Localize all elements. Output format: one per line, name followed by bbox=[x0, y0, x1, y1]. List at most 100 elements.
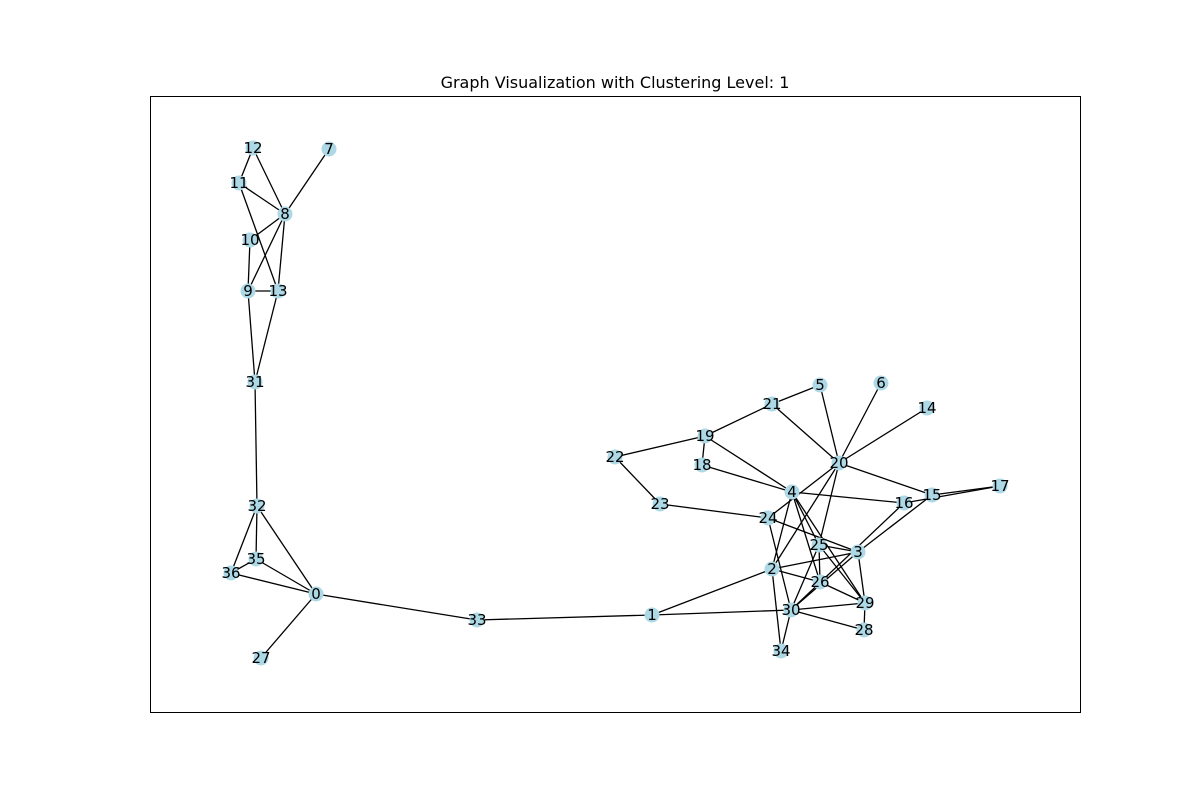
node-marker-27 bbox=[253, 650, 269, 666]
edge-18-4 bbox=[701, 464, 793, 493]
node-26[interactable]: 26 bbox=[810, 573, 829, 591]
node-31[interactable]: 31 bbox=[245, 373, 264, 391]
node-8[interactable]: 8 bbox=[277, 205, 293, 223]
node-23[interactable]: 23 bbox=[650, 495, 669, 513]
edge-32-35 bbox=[255, 505, 258, 560]
edge-9-31 bbox=[247, 290, 256, 383]
node-marker-6 bbox=[873, 375, 889, 391]
edge-36-0 bbox=[230, 572, 317, 595]
node-label-8: 8 bbox=[280, 205, 290, 223]
edge-4-26 bbox=[791, 491, 821, 583]
node-15[interactable]: 15 bbox=[922, 486, 941, 504]
node-14[interactable]: 14 bbox=[917, 399, 936, 417]
node-35[interactable]: 35 bbox=[246, 550, 265, 568]
node-marker-0 bbox=[308, 586, 324, 602]
node-label-24: 24 bbox=[758, 509, 777, 527]
edge-8-9 bbox=[247, 213, 286, 292]
edge-16-30 bbox=[790, 502, 905, 611]
edge-7-8 bbox=[284, 148, 330, 215]
node-label-12: 12 bbox=[243, 139, 262, 157]
node-16[interactable]: 16 bbox=[894, 494, 913, 512]
node-24[interactable]: 24 bbox=[758, 509, 777, 527]
node-3[interactable]: 3 bbox=[850, 543, 866, 561]
edge-32-0 bbox=[256, 505, 317, 595]
node-36[interactable]: 36 bbox=[221, 564, 240, 582]
node-19[interactable]: 19 bbox=[695, 427, 714, 445]
edge-30-29 bbox=[790, 602, 866, 611]
node-label-6: 6 bbox=[876, 374, 886, 392]
node-29[interactable]: 29 bbox=[855, 594, 874, 612]
node-20[interactable]: 20 bbox=[829, 454, 848, 472]
node-30[interactable]: 30 bbox=[781, 601, 800, 619]
edge-4-29 bbox=[791, 491, 866, 604]
node-label-7: 7 bbox=[324, 140, 334, 158]
node-label-9: 9 bbox=[243, 282, 253, 300]
node-label-0: 0 bbox=[311, 585, 321, 603]
edge-35-0 bbox=[255, 558, 317, 595]
node-0[interactable]: 0 bbox=[308, 585, 324, 603]
node-10[interactable]: 10 bbox=[240, 231, 259, 249]
graph-title: Graph Visualization with Clustering Leve… bbox=[441, 73, 790, 92]
edge-31-32 bbox=[254, 381, 258, 507]
edge-32-36 bbox=[230, 505, 258, 574]
node-2[interactable]: 2 bbox=[764, 560, 780, 578]
node-label-31: 31 bbox=[245, 373, 264, 391]
node-label-21: 21 bbox=[762, 395, 781, 413]
edge-20-2 bbox=[771, 462, 840, 570]
node-28[interactable]: 28 bbox=[854, 621, 873, 639]
edge-20-24 bbox=[767, 462, 840, 519]
node-7[interactable]: 7 bbox=[321, 140, 337, 158]
node-9[interactable]: 9 bbox=[240, 282, 256, 300]
node-marker-23 bbox=[652, 496, 668, 512]
edge-22-19 bbox=[614, 435, 706, 458]
node-1[interactable]: 1 bbox=[644, 606, 660, 624]
node-25[interactable]: 25 bbox=[809, 536, 828, 554]
node-label-28: 28 bbox=[854, 621, 873, 639]
node-17[interactable]: 17 bbox=[990, 477, 1009, 495]
node-label-2: 2 bbox=[767, 560, 777, 578]
node-label-5: 5 bbox=[815, 376, 825, 394]
edge-25-30 bbox=[790, 544, 820, 611]
node-label-13: 13 bbox=[268, 282, 287, 300]
node-5[interactable]: 5 bbox=[812, 376, 828, 394]
node-label-15: 15 bbox=[922, 486, 941, 504]
edge-19-21 bbox=[704, 403, 773, 437]
node-33[interactable]: 33 bbox=[467, 611, 486, 629]
node-27[interactable]: 27 bbox=[251, 649, 270, 667]
node-4[interactable]: 4 bbox=[784, 483, 800, 501]
node-22[interactable]: 22 bbox=[605, 448, 624, 466]
node-13[interactable]: 13 bbox=[268, 282, 287, 300]
node-marker-19 bbox=[697, 428, 713, 444]
edge-22-23 bbox=[614, 456, 661, 505]
node-label-35: 35 bbox=[246, 550, 265, 568]
node-6[interactable]: 6 bbox=[873, 374, 889, 392]
node-marker-36 bbox=[223, 565, 239, 581]
node-21[interactable]: 21 bbox=[762, 395, 781, 413]
node-marker-2 bbox=[764, 561, 780, 577]
node-marker-8 bbox=[277, 206, 293, 222]
edge-2-3 bbox=[771, 551, 859, 570]
edge-0-27 bbox=[260, 593, 317, 659]
node-32[interactable]: 32 bbox=[247, 497, 266, 515]
edge-2-26 bbox=[771, 568, 821, 583]
node-12[interactable]: 12 bbox=[243, 139, 262, 157]
node-18[interactable]: 18 bbox=[692, 456, 711, 474]
edge-10-9 bbox=[247, 239, 251, 292]
node-marker-29 bbox=[857, 595, 873, 611]
node-label-26: 26 bbox=[810, 573, 829, 591]
node-marker-28 bbox=[856, 622, 872, 638]
edge-5-20 bbox=[819, 384, 840, 464]
node-marker-11 bbox=[231, 175, 247, 191]
edge-24-30 bbox=[767, 517, 792, 611]
node-marker-22 bbox=[607, 449, 623, 465]
edge-6-20 bbox=[838, 382, 882, 464]
node-label-4: 4 bbox=[787, 483, 797, 501]
edge-1-2 bbox=[651, 568, 773, 616]
node-11[interactable]: 11 bbox=[229, 174, 248, 192]
edge-11-13 bbox=[238, 182, 279, 292]
node-label-30: 30 bbox=[781, 601, 800, 619]
node-34[interactable]: 34 bbox=[771, 642, 790, 660]
node-marker-1 bbox=[644, 607, 660, 623]
